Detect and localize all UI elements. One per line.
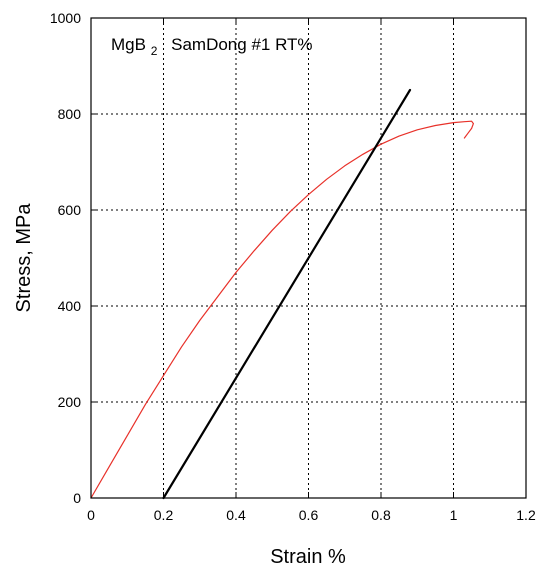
y-tick-label: 0 xyxy=(73,490,81,506)
annotation-label: SamDong #1 RT% xyxy=(171,35,312,54)
x-tick-label: 0.6 xyxy=(299,507,319,523)
offset-line xyxy=(162,88,412,500)
y-tick-label: 400 xyxy=(58,298,82,314)
series-layer xyxy=(90,88,474,500)
y-tick-label: 1000 xyxy=(50,10,81,26)
y-tick-label: 200 xyxy=(58,394,82,410)
y-tick-label: 600 xyxy=(58,202,82,218)
x-tick-label: 0.2 xyxy=(154,507,174,523)
x-tick-label: 1 xyxy=(450,507,458,523)
ticks xyxy=(90,17,527,499)
tick-labels: 0 0.2 0.4 0.6 0.8 1 1.2 0 200 400 600 800 1000 xyxy=(50,10,536,523)
stress-strain-curve xyxy=(90,120,474,499)
chart-annotation: MgB 2 SamDong #1 RT% xyxy=(111,35,313,59)
annotation-material-subscript: 2 xyxy=(151,44,158,58)
x-tick-label: 1.2 xyxy=(516,507,536,523)
x-tick-label: 0.8 xyxy=(371,507,391,523)
y-tick-label: 800 xyxy=(58,106,82,122)
annotation-material: MgB xyxy=(111,35,146,54)
y-axis-title: Stress, MPa xyxy=(13,203,35,313)
x-axis-title: Strain % xyxy=(270,546,346,568)
x-tick-label: 0 xyxy=(87,507,95,523)
x-tick-label: 0.4 xyxy=(226,507,246,523)
